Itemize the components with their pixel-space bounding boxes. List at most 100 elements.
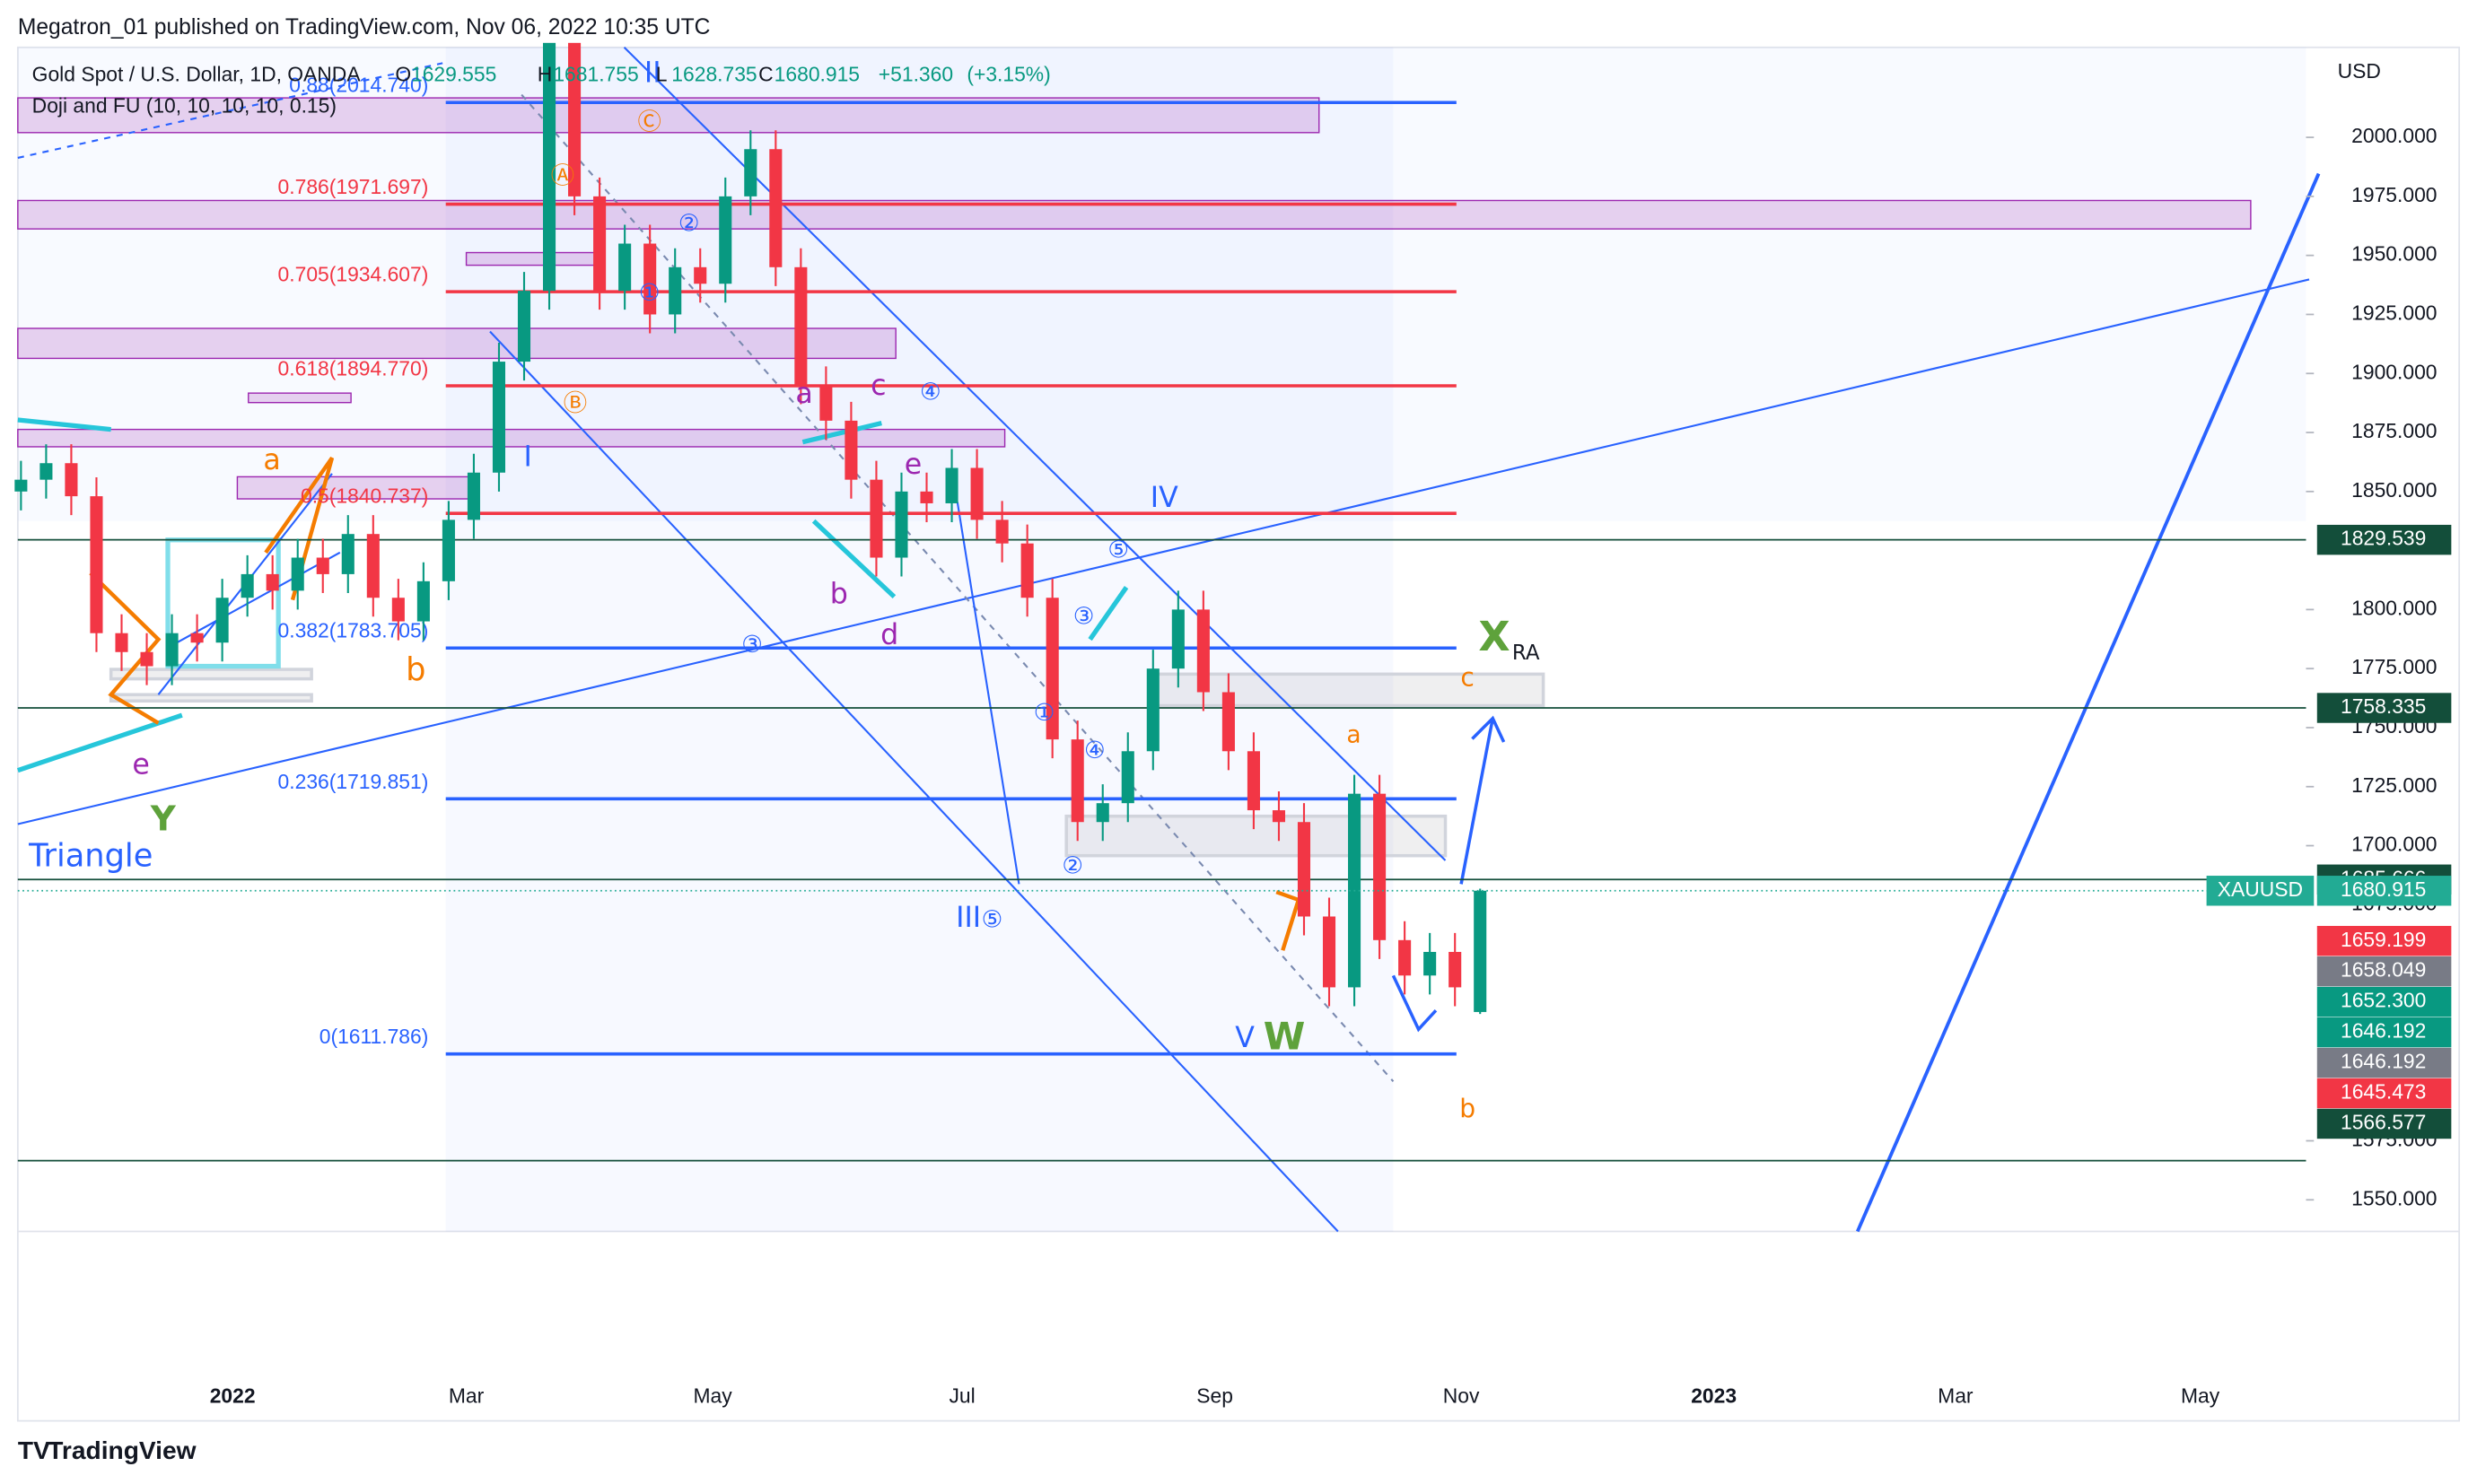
legend-value: 1628.735 (671, 63, 757, 86)
channel-mid (521, 93, 1395, 1083)
candle-body (920, 491, 933, 503)
annotation: ② (1062, 853, 1083, 880)
cyan-lines (17, 417, 1129, 773)
candle-body (870, 479, 883, 558)
y-tick-label: 1775.000 (2351, 655, 2437, 678)
annotation: ③ (741, 632, 763, 659)
annotation: a (263, 444, 280, 476)
brand: TradingView (48, 1436, 196, 1464)
fib-label: 0.382(1783.705) (278, 619, 429, 642)
price-tag (2316, 986, 2452, 1017)
candle-body (995, 519, 1009, 544)
candle-body (90, 496, 103, 633)
candle-body (1146, 668, 1160, 752)
candle-body (215, 598, 229, 643)
legend-value: 1681.755 (553, 63, 638, 86)
price-tag-label: 1659.199 (2341, 928, 2426, 951)
symbol-tag (2206, 876, 2315, 906)
annotation: IV (1151, 482, 1178, 514)
candle-body (719, 196, 732, 284)
candle-body (1297, 822, 1311, 917)
annotation: ① (639, 280, 661, 307)
price-tag-label: 1680.915 (2341, 877, 2426, 901)
zone (1064, 814, 1448, 858)
annotation: ⑤ (1107, 537, 1129, 564)
annotation: c (871, 370, 886, 402)
legend-change-pct: (+3.15%) (967, 63, 1050, 86)
currency: USD (2338, 59, 2381, 83)
candle-body (140, 651, 153, 667)
annotation: I (524, 441, 532, 473)
candle-body (1474, 890, 1487, 1012)
annotation: Ⓑ (564, 390, 587, 417)
annotation: RA (1512, 642, 1540, 665)
legend-change: +51.360 (879, 63, 953, 86)
candle-body (1171, 609, 1185, 669)
candle-body (1196, 609, 1210, 693)
trend-line (17, 278, 2310, 825)
x-tick-label: Jul (949, 1384, 975, 1407)
price-tag-label: 1566.577 (2341, 1111, 2426, 1134)
candle-body (467, 472, 480, 520)
line (801, 420, 882, 445)
candle-body (190, 633, 204, 643)
annotation: b (830, 578, 848, 610)
annotation: II (644, 57, 661, 90)
candle-body (1221, 692, 1235, 752)
chart-layer: 0.88(2014.740) 0.786(1971.697) 0.705(1934.… (14, 42, 2452, 1407)
annotation: ④ (1084, 738, 1106, 764)
dashed-line (17, 62, 443, 159)
annotation: e (905, 449, 922, 481)
price-tag (2316, 876, 2452, 906)
annotation: b (406, 651, 425, 688)
y-tick-label: 1800.000 (2351, 596, 2437, 619)
candle-body (769, 149, 783, 267)
candle-body (316, 557, 329, 574)
candle-body (895, 491, 908, 558)
x-tick-label: Sep (1196, 1384, 1233, 1407)
candle-body (1247, 751, 1260, 811)
legend-letter: C (758, 63, 774, 86)
candle-body (568, 42, 582, 196)
arrow (1391, 974, 1438, 1033)
zone (17, 428, 1006, 448)
candle-body (165, 633, 179, 667)
candle-body (1071, 739, 1084, 823)
line (1088, 586, 1129, 642)
y-tick-label: 1925.000 (2351, 301, 2437, 324)
candle-body (115, 633, 128, 652)
annotation: Ⓐ (551, 163, 574, 190)
channel-line (623, 47, 1447, 861)
legend-indicator: Doji and FU (10, 10, 10, 10, 0.15) (32, 94, 337, 118)
candle-body (1020, 543, 1034, 598)
candle-body (241, 573, 254, 598)
candle-body (1449, 951, 1462, 988)
legend-letter: O (395, 63, 411, 86)
candle-body (1121, 751, 1134, 804)
annotation: b (1459, 1094, 1475, 1123)
annotation: Triangle (28, 837, 153, 874)
candle-body (366, 534, 380, 598)
x-tick-label: 2022 (210, 1384, 256, 1407)
zone (248, 392, 352, 404)
y-tick-label: 1900.000 (2351, 360, 2437, 383)
y-tick-label: 2000.000 (2351, 124, 2437, 147)
annotation: Y (150, 799, 177, 839)
annotation: X (1478, 613, 1510, 660)
fib-label: 0.236(1719.851) (278, 770, 429, 793)
price-tag-label: 1758.335 (2341, 694, 2426, 718)
price-tag (2316, 956, 2452, 987)
arrow (1459, 718, 1495, 885)
brand-logo: TV (18, 1436, 50, 1464)
zone (17, 327, 897, 360)
candle-body (14, 479, 28, 492)
candle-body (391, 598, 405, 622)
legend-value: 1629.555 (411, 63, 496, 86)
price-tag (2316, 524, 2452, 555)
x-tick-label: Mar (1938, 1384, 1974, 1407)
annotation: c (1460, 663, 1474, 693)
candle-body (542, 42, 556, 292)
annotation: a (795, 378, 812, 410)
zone (109, 693, 313, 703)
line (17, 712, 183, 773)
